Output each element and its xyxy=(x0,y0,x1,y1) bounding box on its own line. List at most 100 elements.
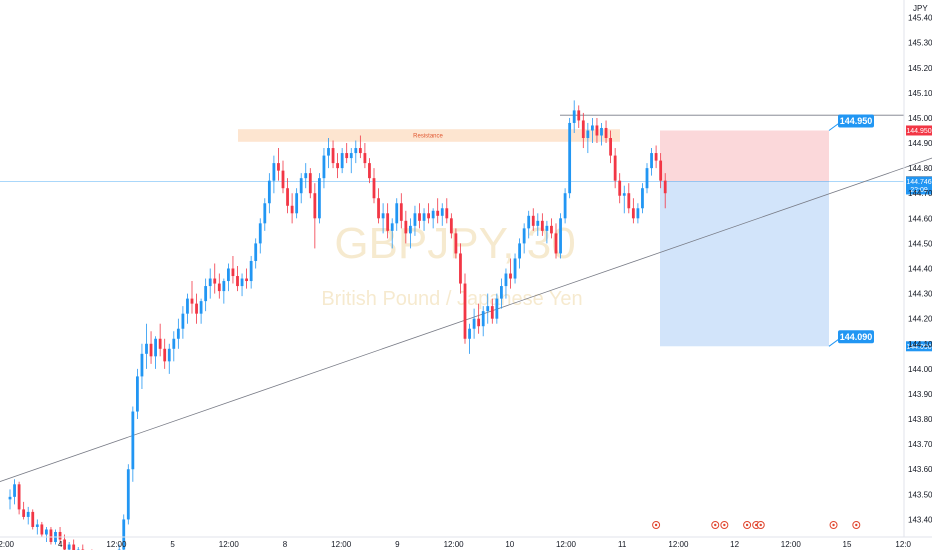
candle-body xyxy=(531,215,535,226)
candle-body xyxy=(641,188,644,209)
time-tick-label: 12:00 xyxy=(219,540,240,549)
economic-event-dot xyxy=(855,523,858,527)
candle-body xyxy=(227,268,230,282)
candle-body xyxy=(358,148,362,154)
time-tick-label: 5 xyxy=(170,540,175,549)
candle-body xyxy=(349,153,353,159)
candle-body xyxy=(577,110,581,121)
candle-body xyxy=(609,138,612,156)
time-tick-label: 8 xyxy=(283,540,288,549)
candle-body xyxy=(190,298,194,304)
target-callout-text: 144.090 xyxy=(840,332,873,342)
candle-body xyxy=(295,193,299,214)
candle-body xyxy=(413,213,417,226)
price-tick-label: 144.400 xyxy=(908,265,932,274)
candle-body xyxy=(163,348,167,362)
candle-body xyxy=(409,225,412,234)
watermark-name: British Pound / Japanese Yen xyxy=(321,288,582,310)
economic-event-dot xyxy=(759,523,762,527)
time-axis[interactable]: 12:00 4 12:00 5 12:00 8 12:00 9 12:00 10 12:00 11 12… xyxy=(0,536,932,549)
time-tick-label: 12:00 xyxy=(781,540,802,549)
time-tick-label: 12:00 xyxy=(668,540,689,549)
candle-body xyxy=(595,125,599,136)
time-tick-label: 15 xyxy=(843,540,852,549)
candle-body xyxy=(645,168,649,189)
candle-body xyxy=(340,153,344,169)
resistance-label: Resistance xyxy=(413,134,443,140)
candle-body xyxy=(131,411,135,470)
candle-body xyxy=(40,524,44,535)
candle-body xyxy=(281,170,285,189)
candle-body xyxy=(386,213,390,231)
price-tick-label: 145.200 xyxy=(908,64,932,73)
candle-body xyxy=(422,213,426,221)
candle-body xyxy=(572,110,576,123)
candle-body xyxy=(381,213,385,219)
candle-body xyxy=(504,273,508,287)
candle-body xyxy=(236,276,239,287)
candle-body xyxy=(568,122,572,194)
time-tick-label: 12 xyxy=(730,540,739,549)
time-tick-label: 4 xyxy=(58,540,63,549)
time-tick-label: 12:00 xyxy=(106,540,127,549)
candle-body xyxy=(186,298,189,314)
candle-body xyxy=(445,208,449,219)
price-tick-label: 145.400 xyxy=(908,14,932,23)
resistance-zone xyxy=(238,129,620,142)
candle-body xyxy=(550,225,553,234)
candle-body xyxy=(631,208,635,219)
candle-body xyxy=(199,301,203,314)
price-axis[interactable]: JPY 145.400 145.300 145.200 145.100 145.000 1… xyxy=(903,0,932,537)
candle-body xyxy=(418,213,421,221)
price-tick-label: 143.400 xyxy=(908,515,932,524)
price-tick-label: 144.800 xyxy=(908,164,932,173)
economic-event-dot xyxy=(832,523,835,527)
candle-body xyxy=(140,353,144,377)
candle-body xyxy=(13,484,16,497)
stop-callout-box xyxy=(838,114,874,128)
candle-body xyxy=(654,153,658,161)
economic-event-dot xyxy=(654,523,658,527)
candle-body xyxy=(495,298,499,319)
candle-body xyxy=(613,155,617,181)
candle-body xyxy=(290,205,294,214)
candle-body xyxy=(436,210,440,216)
trade-zones: Resistance xyxy=(238,129,829,347)
price-tick-label: 143.700 xyxy=(908,440,932,449)
candle-body xyxy=(231,268,235,277)
candle-body xyxy=(354,148,358,154)
candle-body xyxy=(563,193,567,219)
economic-event-dot xyxy=(714,523,717,527)
stop-loss-zone xyxy=(660,130,829,182)
candle-body xyxy=(509,273,512,279)
candle-body xyxy=(167,348,171,362)
candle-body xyxy=(399,203,403,221)
candle-body xyxy=(208,278,212,287)
candle-body xyxy=(540,220,544,231)
take-profit-zone xyxy=(660,181,829,347)
candle-body xyxy=(308,173,312,194)
candle-body xyxy=(477,318,481,327)
price-tick-label: 144.500 xyxy=(908,239,932,248)
candle-body xyxy=(245,278,248,282)
candle-body xyxy=(222,281,226,292)
candle-body xyxy=(67,544,71,550)
price-tick-label: 144.900 xyxy=(908,139,932,148)
candle-body xyxy=(327,148,330,156)
candle-body xyxy=(345,153,349,159)
candle-body xyxy=(26,511,30,517)
candle-body xyxy=(145,343,148,354)
price-tag-text: 22:09 xyxy=(910,187,928,194)
candles xyxy=(8,100,667,550)
price-tick-label: 144.700 xyxy=(908,189,932,198)
candle-body xyxy=(49,529,53,543)
candle-body xyxy=(363,153,367,164)
candle-body xyxy=(463,283,467,339)
economic-event-dot xyxy=(745,523,749,527)
candle-body xyxy=(468,328,471,339)
candle-body xyxy=(22,509,26,517)
candle-body xyxy=(240,278,244,287)
candle-body xyxy=(45,529,48,535)
candle-body xyxy=(554,233,558,254)
